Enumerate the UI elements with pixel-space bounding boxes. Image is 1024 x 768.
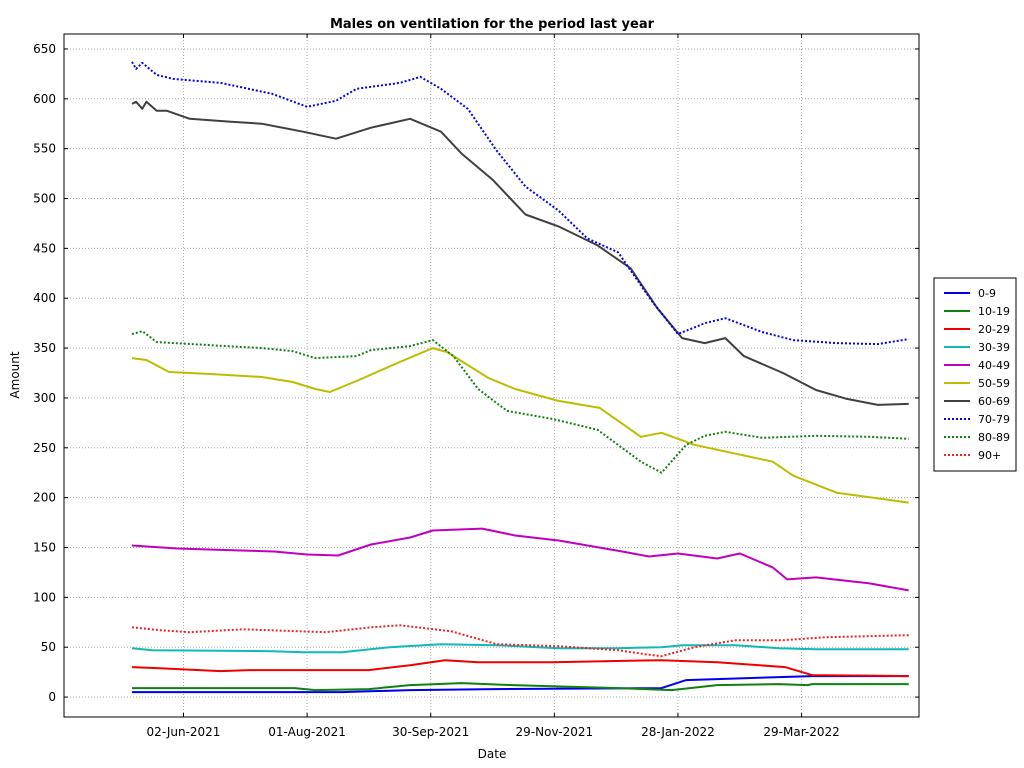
chart-title: Males on ventilation for the period last… xyxy=(330,17,655,32)
y-tick-label: 50 xyxy=(41,640,56,654)
series-line-70-79 xyxy=(131,61,909,346)
y-tick-label: 250 xyxy=(33,441,56,455)
y-tick-label: 100 xyxy=(33,590,56,604)
y-tick-label: 400 xyxy=(33,291,56,305)
series-line-20-29 xyxy=(131,659,909,678)
y-tick-label: 550 xyxy=(33,142,56,156)
y-tick-label: 300 xyxy=(33,391,56,405)
y-tick-label: 0 xyxy=(48,690,56,704)
x-tick-label: 30-Sep-2021 xyxy=(392,725,469,739)
series-line-30-39 xyxy=(131,643,909,654)
y-tick-label: 500 xyxy=(33,192,56,206)
legend-label: 70-79 xyxy=(978,413,1010,426)
plot-frame xyxy=(63,33,920,718)
y-tick-label: 150 xyxy=(33,540,56,554)
series-line-80-89 xyxy=(131,330,909,474)
y-tick-label: 650 xyxy=(33,42,56,56)
series-line-0-9 xyxy=(132,675,909,694)
y-tick-label: 600 xyxy=(33,92,56,106)
x-tick-label: 29-Mar-2022 xyxy=(763,725,839,739)
series-line-50-59 xyxy=(131,347,909,504)
x-tick-label: 28-Jan-2022 xyxy=(641,725,715,739)
y-tick-label: 450 xyxy=(33,241,56,255)
y-axis-ticks: 0 50 100 150 200 250 300 350 400 450 500 550 600 650 xyxy=(33,42,919,704)
y-tick-label: 200 xyxy=(33,491,56,505)
series-line-90+ xyxy=(131,624,909,658)
legend-label: 60-69 xyxy=(978,395,1010,408)
legend-label: 30-39 xyxy=(978,341,1010,354)
series-lines xyxy=(131,61,909,694)
series-line-10-19 xyxy=(132,682,909,692)
series-line-40-49 xyxy=(131,527,909,592)
grid-lines xyxy=(64,34,919,717)
y-axis-label: Amount xyxy=(8,351,22,398)
legend-label: 80-89 xyxy=(978,431,1010,444)
legend-label: 50-59 xyxy=(978,377,1010,390)
legend-label: 40-49 xyxy=(978,359,1010,372)
series-line-60-69 xyxy=(131,100,909,406)
legend-label: 20-29 xyxy=(978,323,1010,336)
x-tick-label: 29-Nov-2021 xyxy=(516,725,594,739)
legend-label: 0-9 xyxy=(978,287,996,300)
legend-label: 10-19 xyxy=(978,305,1010,318)
y-tick-label: 350 xyxy=(33,341,56,355)
x-axis-label: Date xyxy=(478,747,507,761)
x-axis-ticks: 02-Jun-2021 01-Aug-2021 30-Sep-2021 29-Nov-… xyxy=(147,34,840,739)
legend: 0-9 10-19 20-29 30-39 40-49 50-59 60-69 70-79 80… xyxy=(933,277,1017,472)
x-tick-label: 02-Jun-2021 xyxy=(147,725,221,739)
x-tick-label: 01-Aug-2021 xyxy=(268,725,346,739)
legend-label: 90+ xyxy=(978,449,1001,462)
